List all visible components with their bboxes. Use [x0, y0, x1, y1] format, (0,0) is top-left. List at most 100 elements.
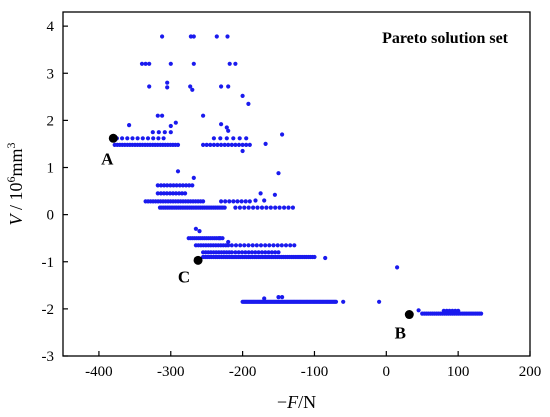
- data-point: [312, 254, 317, 260]
- data-point: [263, 243, 268, 248]
- data-point: [292, 243, 297, 248]
- y-tick-label: -2: [42, 302, 55, 318]
- data-point: [222, 142, 227, 147]
- data-point: [219, 84, 224, 89]
- data-point: [140, 136, 145, 141]
- data-point: [224, 136, 229, 141]
- data-point: [263, 141, 268, 146]
- data-point: [211, 136, 216, 141]
- data-point: [226, 142, 231, 147]
- data-point: [191, 34, 196, 39]
- data-point: [158, 191, 163, 196]
- data-point: [208, 142, 213, 147]
- x-tick-label: -200: [229, 364, 257, 380]
- data-point: [290, 205, 295, 210]
- data-point: [229, 250, 234, 255]
- data-point: [416, 308, 421, 313]
- data-point: [201, 199, 206, 204]
- data-point: [269, 250, 274, 255]
- data-point: [286, 205, 291, 210]
- data-point: [175, 142, 181, 147]
- data-point: [242, 243, 247, 248]
- data-point: [226, 84, 231, 89]
- data-point: [236, 142, 242, 147]
- data-point: [243, 250, 248, 255]
- data-point: [218, 136, 223, 141]
- data-point: [262, 296, 267, 301]
- data-point: [184, 183, 189, 188]
- data-point: [214, 34, 219, 39]
- y-axis-label: V / 106mm3: [4, 142, 26, 225]
- data-point: [155, 191, 160, 196]
- x-axis-label: −F/N: [277, 392, 316, 412]
- data-point: [453, 308, 458, 313]
- data-point: [226, 239, 231, 245]
- data-point: [223, 199, 228, 204]
- data-point: [227, 61, 232, 66]
- data-point: [246, 243, 251, 248]
- data-point: [201, 142, 206, 147]
- data-point: [165, 85, 170, 90]
- data-point: [160, 34, 165, 39]
- data-point: [246, 101, 251, 106]
- data-point: [333, 299, 339, 304]
- data-point: [258, 243, 264, 248]
- data-point: [165, 80, 170, 85]
- data-point: [162, 130, 167, 135]
- data-point: [120, 136, 125, 141]
- data-point: [190, 183, 195, 188]
- data-point: [177, 183, 182, 188]
- data-point: [233, 250, 238, 255]
- data-point: [280, 132, 285, 137]
- data-point: [167, 191, 173, 196]
- data-point: [127, 123, 132, 128]
- data-point: [235, 199, 240, 204]
- data-point: [243, 199, 248, 204]
- data-point: [229, 243, 234, 248]
- data-point: [253, 250, 258, 255]
- legend-label: Pareto solution set: [382, 30, 509, 47]
- data-point: [211, 142, 216, 147]
- data-point: [130, 136, 135, 141]
- data-point: [279, 243, 284, 248]
- x-tick-label: 200: [519, 364, 542, 380]
- data-point: [177, 191, 182, 196]
- y-tick-label: -1: [42, 255, 55, 271]
- y-tick-label: 4: [47, 19, 55, 35]
- data-point: [264, 205, 269, 210]
- data-point: [204, 142, 209, 147]
- x-tick-label: 0: [383, 364, 391, 380]
- data-point: [168, 123, 173, 129]
- data-point: [147, 61, 152, 66]
- data-point: [197, 229, 202, 234]
- y-tick-label: -3: [42, 349, 55, 365]
- data-point: [247, 142, 252, 147]
- data-point: [233, 61, 238, 66]
- data-point: [175, 169, 181, 174]
- data-point: [242, 205, 247, 210]
- data-point: [244, 142, 249, 147]
- data-point: [236, 250, 241, 255]
- highlight-label-c: C: [178, 267, 190, 286]
- data-point: [273, 250, 278, 255]
- data-point: [395, 265, 400, 270]
- data-point: [238, 243, 243, 248]
- data-point: [441, 308, 446, 313]
- data-point: [253, 198, 258, 203]
- data-point: [267, 243, 272, 248]
- data-point: [377, 299, 382, 304]
- data-point: [183, 191, 188, 196]
- data-point: [173, 120, 178, 125]
- x-tick-label: -100: [301, 364, 329, 380]
- data-point: [215, 142, 220, 147]
- data-point: [150, 130, 155, 135]
- data-point: [147, 84, 152, 89]
- data-point: [231, 199, 236, 204]
- data-point: [160, 113, 165, 118]
- data-point: [250, 243, 255, 248]
- highlight-point-b: [404, 310, 414, 320]
- data-point: [323, 255, 328, 261]
- data-point: [219, 122, 224, 127]
- x-tick-label: 100: [447, 364, 470, 380]
- data-point: [193, 226, 198, 231]
